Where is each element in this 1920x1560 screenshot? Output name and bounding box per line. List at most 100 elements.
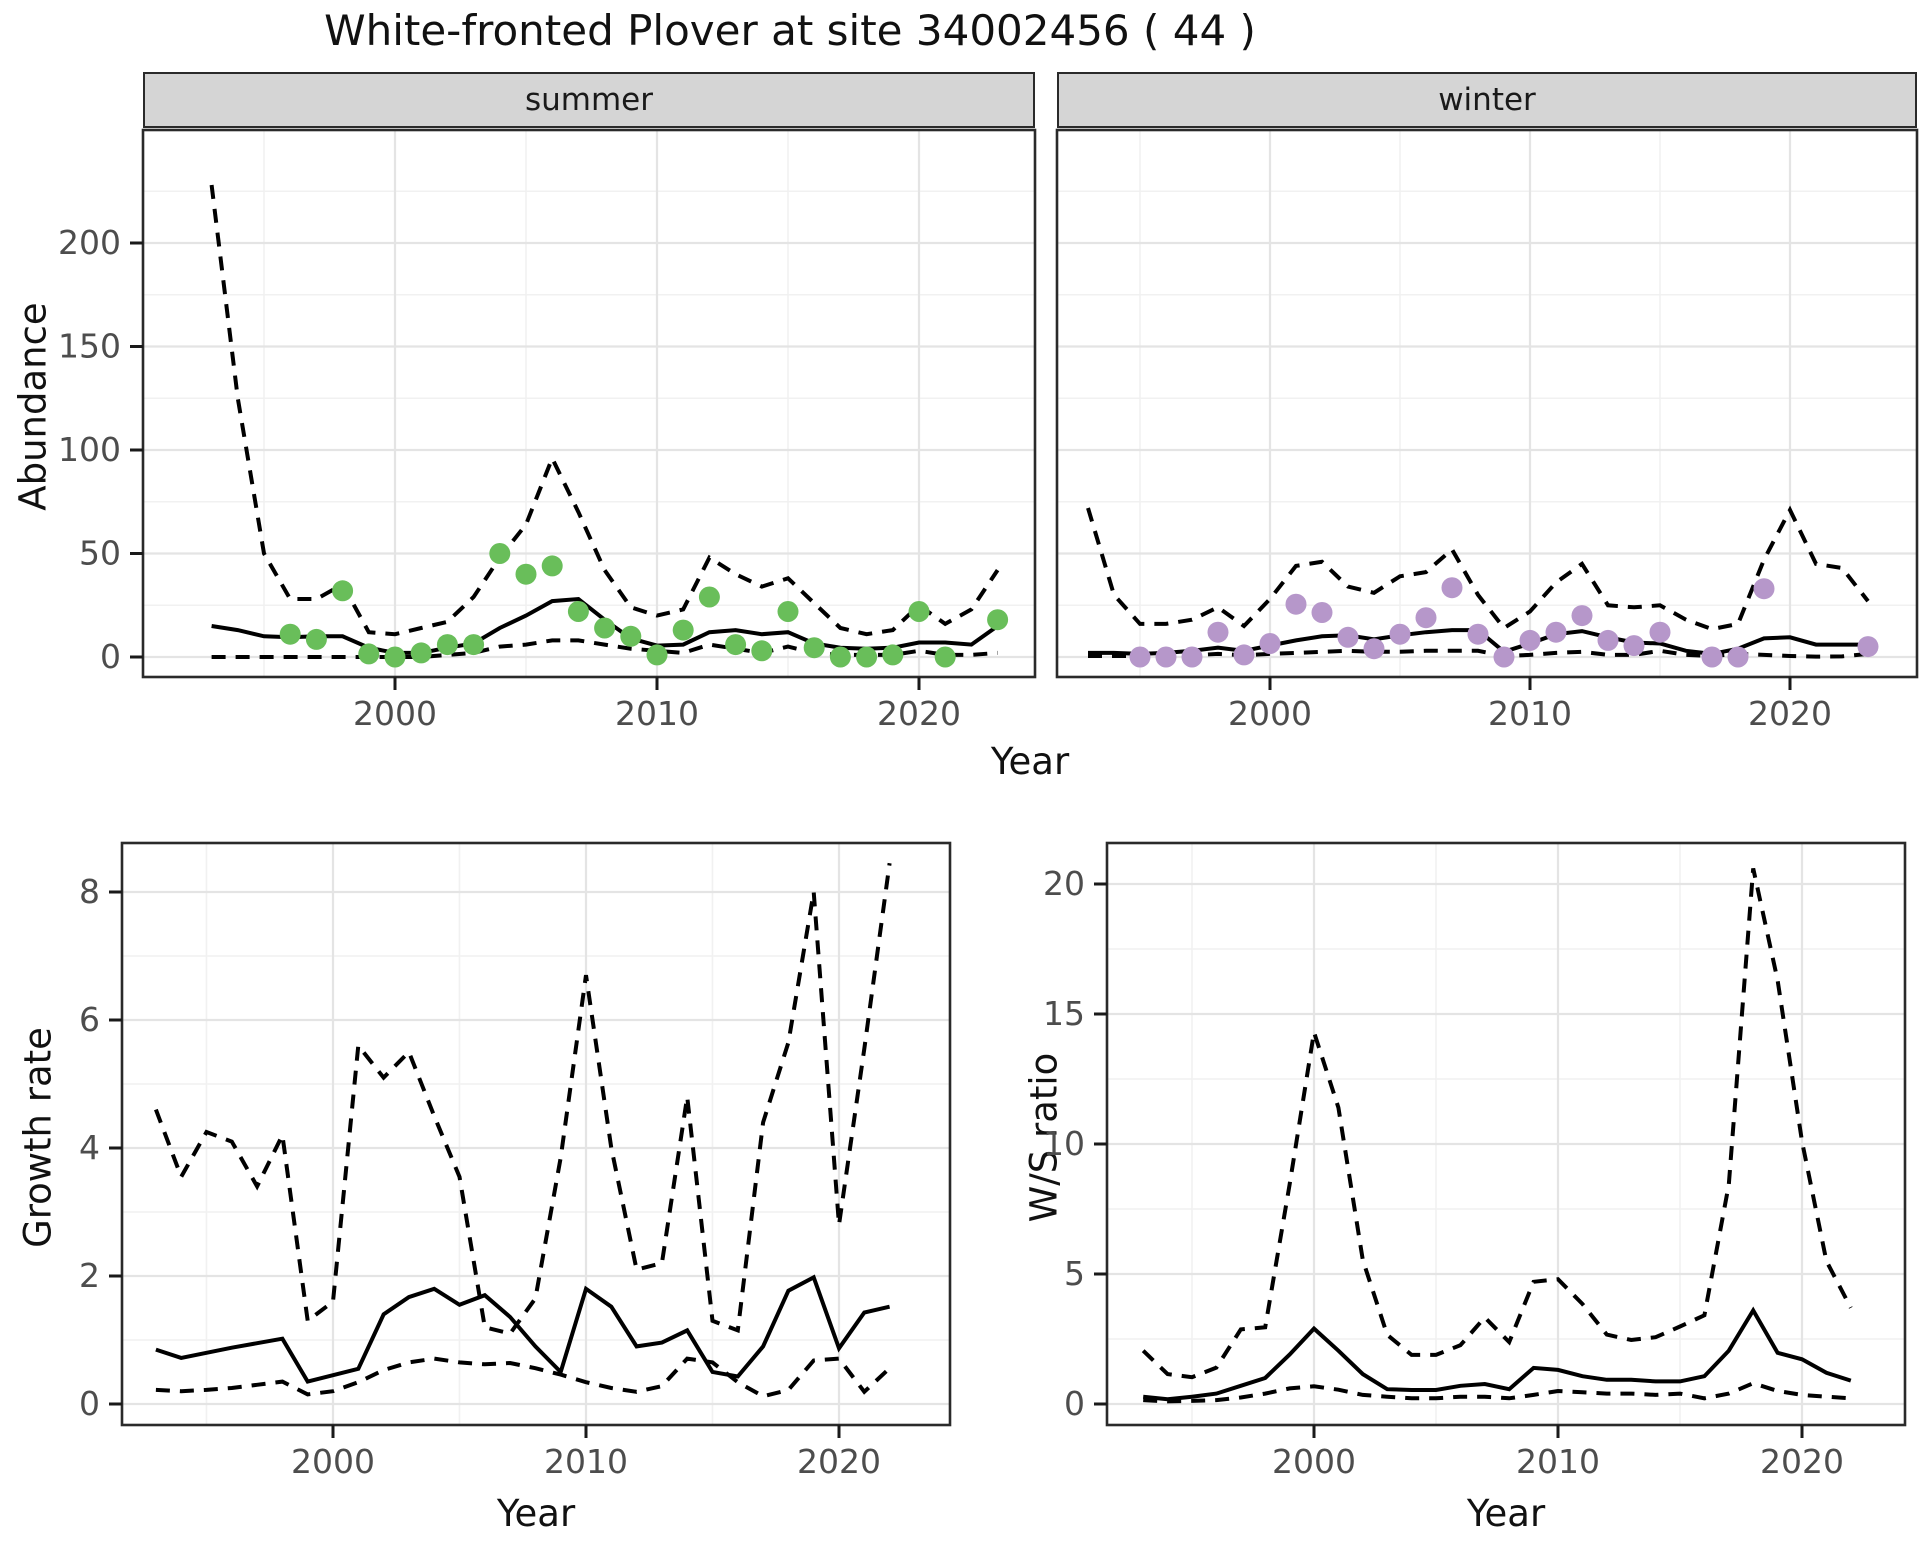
observation-dot bbox=[1363, 638, 1385, 660]
panel-summer-axis: 2000 2010 2020 0 50 100 150 200 bbox=[58, 223, 961, 733]
plot-title: White-fronted Plover at site 34002456 ( … bbox=[324, 6, 1256, 55]
observation-dot bbox=[934, 646, 956, 668]
observation-dot bbox=[829, 646, 851, 668]
panel-ws-ratio-median-line bbox=[1142, 1306, 1852, 1402]
y-tick-label: 100 bbox=[58, 430, 121, 469]
panel-winter: 2000 2010 2020 bbox=[1055, 128, 1919, 733]
y-tick-label: 10 bbox=[1043, 1124, 1085, 1163]
observation-dot bbox=[1233, 644, 1255, 666]
y-tick-label: 15 bbox=[1043, 994, 1085, 1033]
observation-dot bbox=[384, 646, 406, 668]
observation-dot bbox=[1311, 602, 1333, 623]
x-tick-label: 2000 bbox=[1228, 694, 1312, 733]
observation-dot bbox=[489, 543, 511, 564]
y-tick-label: 4 bbox=[79, 1128, 100, 1167]
observation-dot bbox=[1727, 646, 1749, 668]
observation-dot bbox=[1285, 593, 1307, 615]
observation-dot bbox=[672, 619, 694, 641]
facet-strip-winter-label: winter bbox=[1438, 82, 1536, 118]
x-tick-label: 2020 bbox=[1748, 694, 1832, 733]
y-tick-label: 2 bbox=[79, 1256, 100, 1295]
observation-dot bbox=[725, 634, 747, 656]
x-axis-title-year-top: Year bbox=[990, 740, 1070, 783]
panel-growth-rate-median-line bbox=[155, 1274, 891, 1384]
observation-dot bbox=[856, 646, 878, 668]
x-tick-label: 2000 bbox=[353, 694, 437, 733]
panel-winter-border bbox=[1055, 128, 1919, 679]
observation-dot bbox=[1259, 633, 1281, 654]
observation-dot bbox=[1441, 577, 1463, 599]
observation-dot bbox=[1701, 646, 1723, 668]
facet-strip-summer-label: summer bbox=[524, 82, 653, 118]
observation-dot bbox=[908, 601, 930, 622]
panel-winter-axis: 2000 2010 2020 bbox=[1228, 677, 1832, 733]
panel-winter-ci-upper-97-5-line bbox=[1086, 505, 1870, 632]
x-tick-label: 2020 bbox=[1760, 1442, 1844, 1481]
y-tick-label: 6 bbox=[79, 1000, 100, 1039]
observation-dot bbox=[279, 623, 301, 645]
panel-growth-rate-background bbox=[122, 843, 950, 1425]
observation-dot bbox=[620, 625, 642, 647]
observation-dot bbox=[515, 563, 537, 585]
observation-dot bbox=[882, 644, 904, 666]
observation-dot bbox=[594, 617, 616, 639]
panel-winter-grid-major bbox=[1057, 130, 1917, 677]
observation-dot bbox=[1337, 626, 1359, 648]
panel-growth-rate-series bbox=[154, 862, 892, 1399]
panel-summer-background bbox=[143, 130, 1035, 677]
x-tick-label: 2010 bbox=[1488, 694, 1572, 733]
observation-dot bbox=[1389, 623, 1411, 645]
panel-ws-ratio-series bbox=[1141, 867, 1853, 1404]
panel-ws-ratio: 2000 2010 2020 0 5 10 15 20 bbox=[1043, 841, 1907, 1481]
panel-summer: 2000 2010 2020 0 50 100 150 200 bbox=[58, 128, 1037, 733]
observation-dot bbox=[332, 580, 354, 602]
panel-ws-ratio-grid-minor bbox=[1107, 843, 1905, 1425]
y-tick-label: 50 bbox=[79, 534, 121, 573]
observation-dot bbox=[541, 555, 563, 577]
panel-growth-rate-grid-minor bbox=[122, 843, 950, 1425]
panel-winter-series bbox=[1086, 505, 1879, 668]
observation-dot bbox=[1207, 621, 1229, 643]
x-axis-title-year-growth: Year bbox=[496, 1492, 576, 1535]
observation-dot bbox=[1181, 646, 1203, 668]
observation-dot bbox=[1415, 607, 1437, 629]
observation-dot bbox=[1545, 621, 1567, 643]
panel-growth-rate-border bbox=[120, 841, 952, 1427]
panel-growth-rate: 2000 2010 2020 0 2 4 6 8 bbox=[79, 841, 952, 1481]
y-tick-label: 150 bbox=[58, 327, 121, 366]
observation-dot bbox=[1467, 623, 1489, 645]
x-tick-label: 2010 bbox=[544, 1442, 628, 1481]
observation-dot bbox=[410, 642, 432, 664]
y-tick-label: 200 bbox=[58, 223, 121, 262]
facet-strip-summer: summer bbox=[143, 72, 1035, 128]
panel-growth-rate-ci-lower-2-5-line bbox=[155, 1356, 891, 1399]
x-tick-label: 2000 bbox=[1272, 1442, 1356, 1481]
y-tick-label: 8 bbox=[79, 872, 100, 911]
observation-dot bbox=[1155, 646, 1177, 668]
observation-dot bbox=[1857, 636, 1879, 658]
facet-strip-winter: winter bbox=[1057, 72, 1917, 128]
observation-dot bbox=[1597, 629, 1619, 651]
panel-summer-border bbox=[141, 128, 1037, 679]
panel-ws-ratio-border bbox=[1105, 841, 1907, 1427]
observation-dot bbox=[987, 609, 1009, 631]
panel-winter-background bbox=[1057, 130, 1917, 677]
observation-dot bbox=[1649, 621, 1671, 643]
x-tick-label: 2010 bbox=[1516, 1442, 1600, 1481]
observation-dot bbox=[1753, 578, 1775, 600]
x-tick-label: 2010 bbox=[615, 694, 699, 733]
observation-dot bbox=[1519, 629, 1541, 651]
observation-dot bbox=[1623, 635, 1645, 657]
observation-dot bbox=[803, 637, 825, 659]
y-tick-label: 0 bbox=[79, 1384, 100, 1423]
y-tick-label: 5 bbox=[1064, 1254, 1085, 1293]
x-tick-label: 2000 bbox=[291, 1442, 375, 1481]
panel-growth-rate-axis: 2000 2010 2020 0 2 4 6 8 bbox=[79, 872, 881, 1481]
observation-dot bbox=[1493, 646, 1515, 668]
x-axis-title-year-ws: Year bbox=[1466, 1492, 1546, 1535]
panel-growth-rate-ci-upper-97-5-line bbox=[154, 862, 892, 1336]
panel-summer-series bbox=[209, 184, 1009, 668]
y-tick-label: 20 bbox=[1043, 864, 1085, 903]
